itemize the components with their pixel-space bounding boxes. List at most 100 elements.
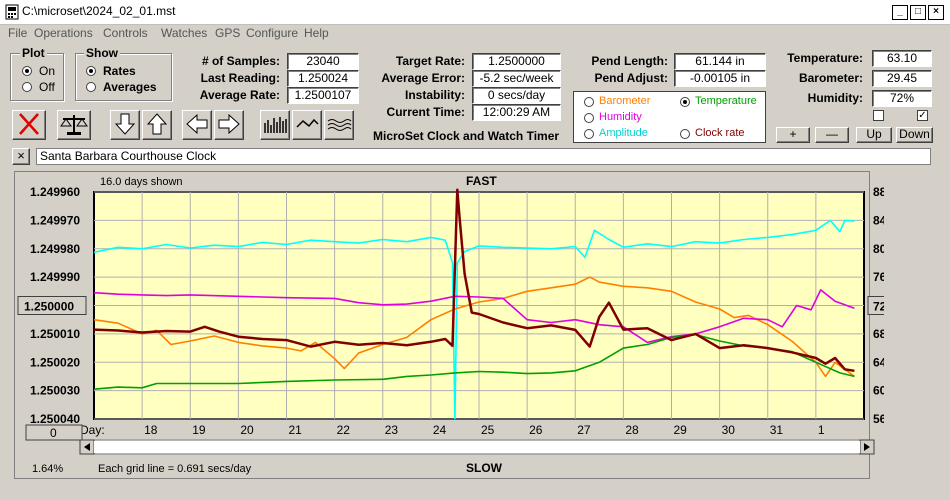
clock-rate-radio[interactable] xyxy=(680,129,690,139)
arrow-down-icon xyxy=(114,113,136,135)
grid-note-label: Each grid line = 0.691 secs/day xyxy=(98,463,252,475)
show-averages-label: Averages xyxy=(103,80,157,94)
right-tick-label: 64.00 xyxy=(873,355,884,369)
calibrate-button[interactable] xyxy=(57,110,91,140)
barometer-option-label: Barometer xyxy=(599,95,651,107)
right-tick-label: 88.00 xyxy=(873,185,884,199)
samples-label: # of Samples: xyxy=(201,54,280,68)
scroll-up-button[interactable] xyxy=(142,110,172,140)
line-graph-icon xyxy=(296,118,319,128)
current-time-field: 12:00:29 AM xyxy=(472,104,561,121)
arrow-left-icon xyxy=(186,113,208,135)
day-tick-label: 1 xyxy=(818,423,825,437)
instability-field: 0 secs/day xyxy=(472,87,561,104)
maximize-button[interactable]: □ xyxy=(910,5,926,20)
temperature-radio[interactable] xyxy=(680,97,690,107)
day-axis-label: Day: xyxy=(80,423,105,437)
show-rates-radio[interactable] xyxy=(86,66,96,76)
slow-label: SLOW xyxy=(466,461,503,475)
show-group xyxy=(75,53,172,101)
barometer-label: Barometer: xyxy=(798,71,863,85)
show-averages-radio[interactable] xyxy=(86,82,96,92)
menu-configure[interactable]: Configure xyxy=(246,26,299,40)
left-tick-label: 1.249970 xyxy=(30,213,80,227)
clock-name-field[interactable]: Santa Barbara Courthouse Clock xyxy=(36,148,931,165)
left-center-button[interactable] xyxy=(17,296,87,315)
plot-off-radio[interactable] xyxy=(22,82,32,92)
day-tick-label: 22 xyxy=(337,423,351,437)
menu-bar: File Operations Controls Watches GPS Con… xyxy=(0,24,950,42)
samples-field: 23040 xyxy=(287,53,359,70)
temperature-option-label: Temperature xyxy=(695,95,757,107)
down-button[interactable]: Down xyxy=(896,127,933,143)
left-tick-label: 1.249990 xyxy=(30,270,80,284)
pend-adjust-field: -0.00105 in xyxy=(674,70,766,87)
temperature-label: Temperature: xyxy=(787,51,863,65)
secondary-series-panel xyxy=(573,91,766,143)
menu-controls[interactable]: Controls xyxy=(103,26,148,40)
chevron-left-icon xyxy=(84,443,90,451)
average-error-label: Average Error: xyxy=(381,71,465,85)
humidity-radio[interactable] xyxy=(584,113,594,123)
series-line-humidity xyxy=(93,289,855,344)
menu-help[interactable]: Help xyxy=(304,26,329,40)
rate-chart: 1.249960 1.249970 1.249980 1.249990 1.250010… xyxy=(14,171,884,479)
plot-off-label: Off xyxy=(39,80,55,94)
right-tick-label: 80.00 xyxy=(873,242,884,256)
plot-group-title: Plot xyxy=(20,46,47,60)
scrollbar-thumb[interactable] xyxy=(94,441,860,453)
show-group-title: Show xyxy=(84,46,120,60)
menu-watches[interactable]: Watches xyxy=(161,26,208,40)
day-tick-label: 28 xyxy=(625,423,639,437)
amplitude-radio[interactable] xyxy=(584,129,594,139)
right-tick-label: 68.00 xyxy=(873,327,884,341)
left-center-label: 1.250000 xyxy=(24,300,74,314)
minus-button[interactable]: — xyxy=(815,127,849,143)
last-reading-label: Last Reading: xyxy=(200,71,280,85)
plot-on-radio[interactable] xyxy=(22,66,32,76)
chevron-right-icon xyxy=(864,443,870,451)
day-tick-label: 25 xyxy=(481,423,495,437)
app-icon xyxy=(5,4,19,20)
plot-group xyxy=(10,53,64,101)
minimize-button[interactable]: _ xyxy=(892,5,908,20)
window-title: C:\microset\2024_02_01.mst xyxy=(22,4,176,18)
right-tick-label: 60.00 xyxy=(873,384,884,398)
left-tick-label: 1.250030 xyxy=(30,384,80,398)
right-tick-label: 76.00 xyxy=(873,270,884,284)
wave-icon xyxy=(327,119,352,131)
series-line-amplitude xyxy=(93,219,855,420)
menu-gps[interactable]: GPS xyxy=(215,26,241,40)
line-view-button[interactable] xyxy=(292,110,322,140)
menu-operations[interactable]: Operations xyxy=(34,26,93,40)
option-checkbox-2[interactable]: ✓ xyxy=(917,110,928,121)
zero-button[interactable] xyxy=(25,424,83,441)
scroll-left-button[interactable] xyxy=(182,110,212,140)
barometer-field: 29.45 xyxy=(872,70,932,87)
pend-adjust-label: Pend Adjust: xyxy=(594,71,668,85)
scroll-right-button[interactable] xyxy=(214,110,244,140)
menu-file[interactable]: File xyxy=(8,26,28,40)
series-line-rate xyxy=(93,188,855,373)
right-tick-label: 84.00 xyxy=(873,213,884,227)
average-rate-label: Average Rate: xyxy=(199,88,280,102)
bar-view-button[interactable] xyxy=(260,110,290,140)
scale-icon xyxy=(60,115,88,135)
clear-button[interactable] xyxy=(12,110,46,140)
smooth-view-button[interactable] xyxy=(324,110,354,140)
average-rate-field: 1.2500107 xyxy=(287,87,359,104)
option-checkbox-1[interactable] xyxy=(873,110,884,121)
app-caption: MicroSet Clock and Watch Timer xyxy=(373,129,560,143)
scroll-down-button[interactable] xyxy=(110,110,140,140)
close-window-button[interactable]: × xyxy=(928,5,944,20)
close-clock-button[interactable]: × xyxy=(12,148,30,165)
zero-button-label: 0 xyxy=(50,426,57,440)
day-tick-label: 29 xyxy=(674,423,688,437)
barometer-radio[interactable] xyxy=(584,97,594,107)
up-button[interactable]: Up xyxy=(856,127,892,143)
humidity-option-label: Humidity xyxy=(599,111,642,123)
right-center-button[interactable] xyxy=(867,296,884,315)
pend-length-field: 61.144 in xyxy=(674,53,766,70)
left-tick-label: 1.249960 xyxy=(30,185,80,199)
plus-button[interactable]: + xyxy=(776,127,810,143)
